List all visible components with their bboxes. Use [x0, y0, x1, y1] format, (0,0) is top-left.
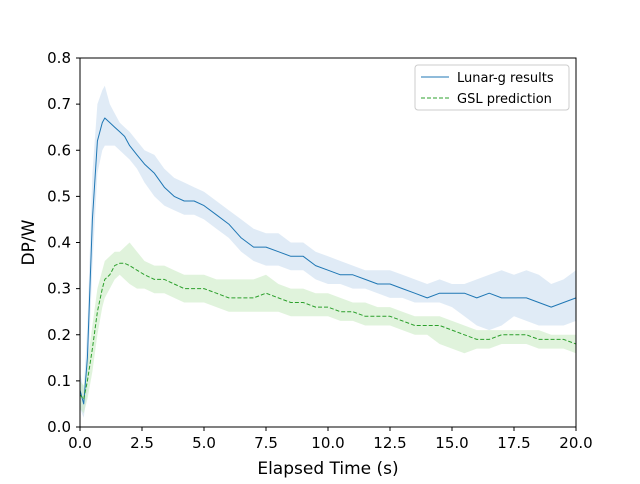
y-tick-label: 0.0 — [47, 418, 71, 436]
y-tick-label: 0.8 — [47, 49, 71, 67]
y-tick-label: 0.3 — [47, 280, 71, 298]
legend-label-2: GSL prediction — [457, 92, 552, 107]
x-tick-label: 10.0 — [311, 434, 344, 452]
y-axis-label: DP/W — [19, 219, 39, 265]
x-axis-ticks: 0.0 2.5 5.0 7.5 10.0 12.5 15.0 17.5 20.0 — [68, 427, 593, 452]
y-tick-label: 0.1 — [47, 372, 71, 390]
y-tick-label: 0.7 — [47, 95, 71, 113]
x-tick-label: 15.0 — [435, 434, 468, 452]
x-tick-label: 12.5 — [373, 434, 406, 452]
x-tick-label: 20.0 — [559, 434, 592, 452]
y-tick-label: 0.4 — [47, 234, 71, 252]
x-tick-label: 5.0 — [192, 434, 216, 452]
y-tick-label: 0.6 — [47, 141, 71, 159]
legend: Lunar-g results GSL prediction — [414, 64, 570, 111]
line-series-2 — [79, 262, 577, 400]
x-tick-label: 2.5 — [130, 434, 154, 452]
confidence-bands — [80, 85, 576, 418]
series-lines — [79, 117, 577, 405]
x-tick-label: 7.5 — [254, 434, 278, 452]
legend-label-1: Lunar-g results — [457, 71, 554, 86]
y-tick-label: 0.5 — [47, 187, 71, 205]
line-series-1 — [79, 117, 577, 405]
x-axis-label: Elapsed Time (s) — [257, 459, 398, 479]
x-tick-label: 0.0 — [68, 434, 92, 452]
x-tick-label: 17.5 — [497, 434, 530, 452]
y-tick-label: 0.2 — [47, 326, 71, 344]
band-series-2 — [80, 242, 576, 414]
legend-box — [414, 64, 570, 111]
y-axis-ticks: 0.0 0.1 0.2 0.3 0.4 0.5 0.6 0.7 0.8 — [47, 49, 80, 436]
